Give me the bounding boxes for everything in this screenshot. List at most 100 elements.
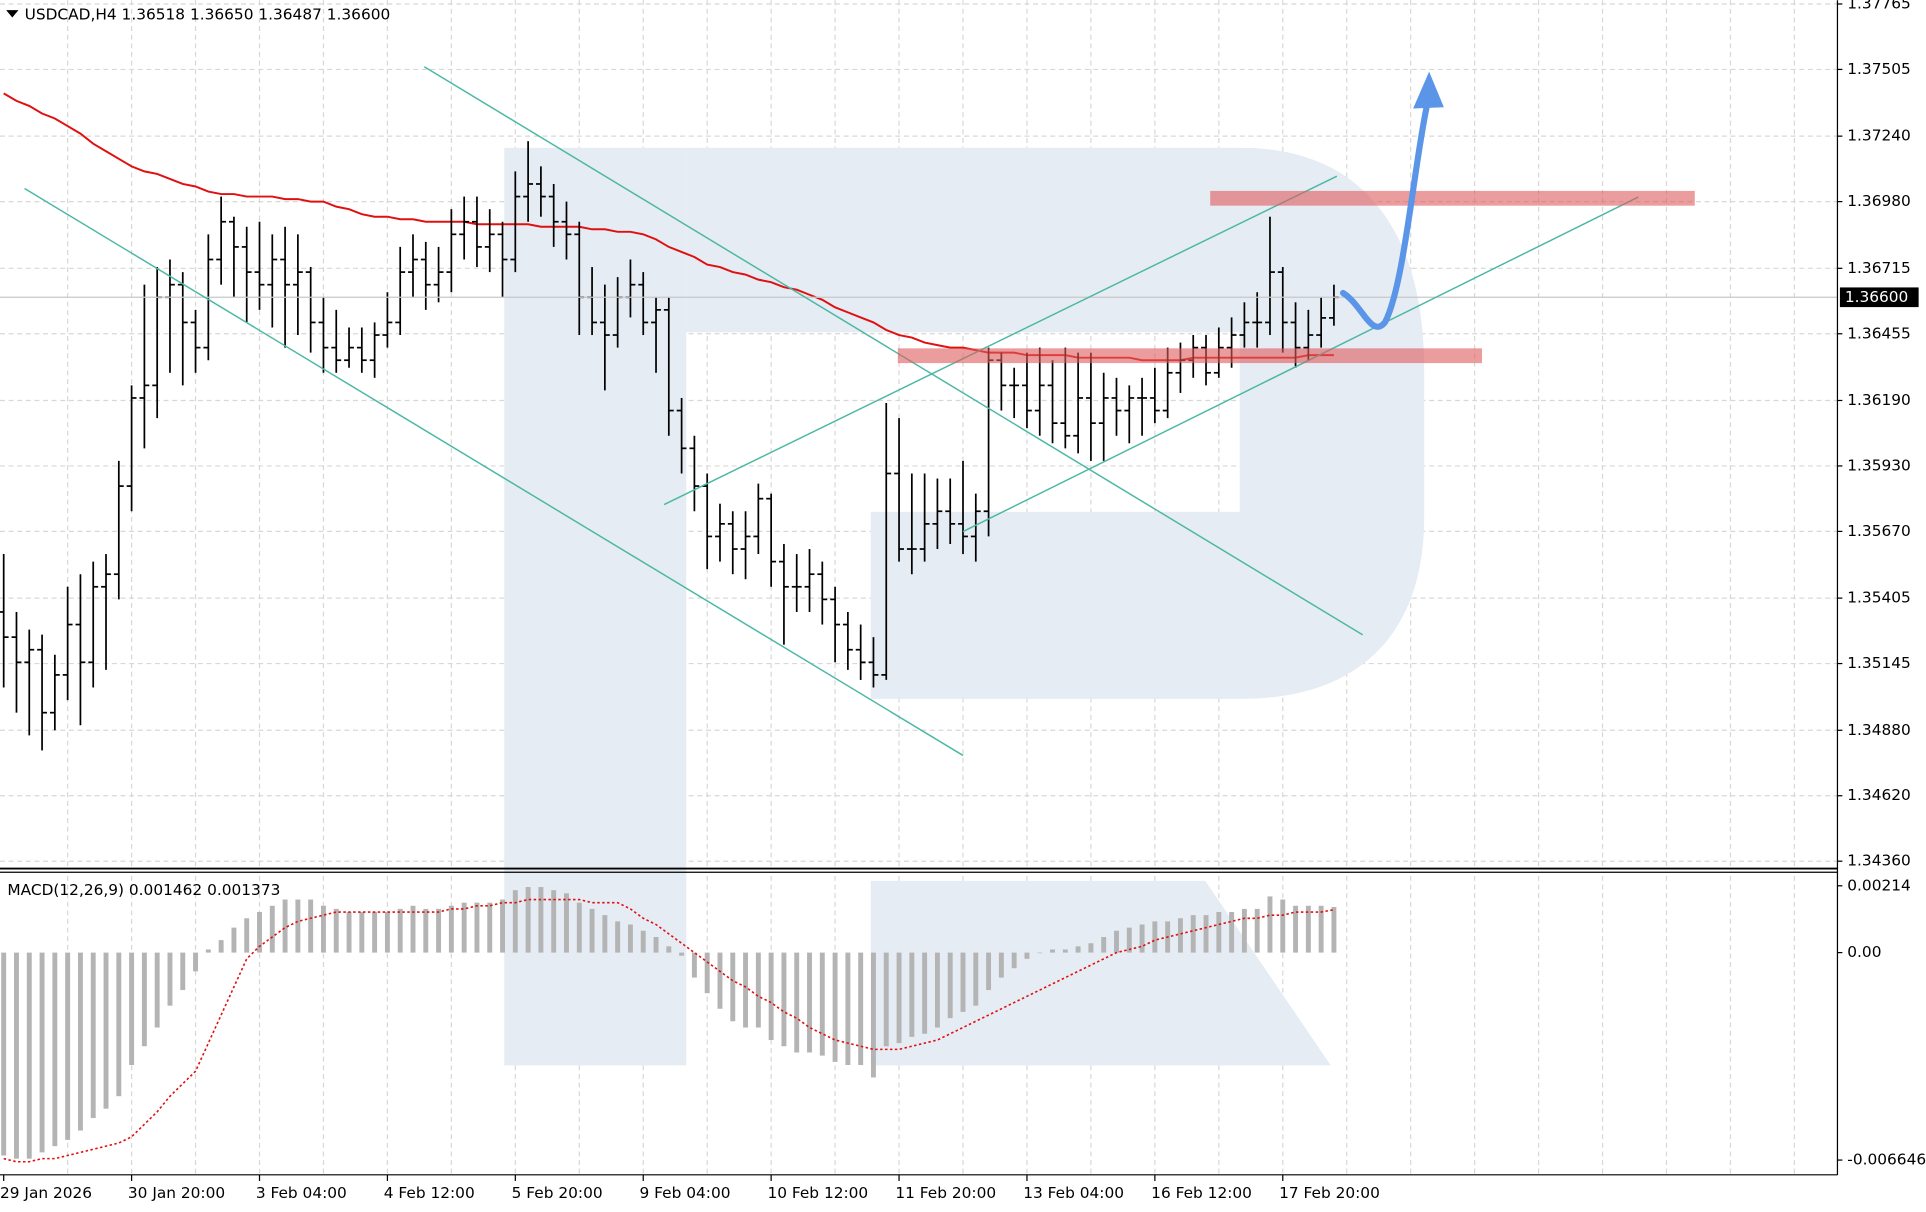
chart-title: USDCAD,H4 1.36518 1.36650 1.36487 1.3660…: [25, 6, 391, 24]
forecast-arrow: [1339, 98, 1431, 330]
trend-line: [423, 66, 1364, 636]
y-tick-label: 0.00214: [1847, 876, 1911, 894]
macd-bar: [1254, 908, 1260, 953]
macd-bar: [525, 887, 531, 953]
macd-bar: [551, 890, 557, 953]
y-tick-label: 1.36715: [1847, 259, 1911, 277]
macd-bar: [359, 912, 365, 953]
x-tick-label: 5 Feb 20:00: [512, 1184, 603, 1202]
macd-bar: [666, 946, 672, 953]
macd-bar: [333, 908, 339, 953]
x-tick-label: 16 Feb 12:00: [1151, 1184, 1252, 1202]
macd-bar: [116, 952, 122, 1097]
macd-bar: [410, 905, 416, 953]
macd-bar: [193, 952, 199, 972]
macd-bar: [934, 952, 940, 1028]
macd-bar: [384, 912, 390, 953]
macd-bar: [653, 936, 659, 953]
macd-bar: [691, 952, 697, 978]
macd-bar: [1126, 927, 1132, 953]
macd-bar: [1216, 912, 1222, 953]
macd-bar: [295, 899, 301, 953]
macd-bar: [1190, 915, 1196, 953]
macd-bar: [461, 902, 467, 953]
x-tick-label: 11 Feb 20:00: [895, 1184, 996, 1202]
y-tick-label: 1.36980: [1847, 192, 1911, 210]
symbol-menu-icon[interactable]: [6, 10, 19, 18]
watermark-leg: [870, 880, 1331, 1066]
macd-bar: [1075, 946, 1081, 953]
macd-bar: [704, 952, 710, 994]
macd-bar: [794, 952, 800, 1053]
y-tick-label: 1.36190: [1847, 391, 1911, 409]
signal-line: [3, 898, 1335, 1163]
annotations: [24, 66, 1695, 757]
macd-bar: [103, 952, 109, 1109]
x-tick-label: 30 Jan 20:00: [128, 1184, 225, 1202]
macd-bar: [1011, 952, 1017, 969]
macd-bar: [960, 952, 966, 1012]
macd-bar: [346, 912, 352, 953]
macd-bar: [589, 908, 595, 953]
macd-bar: [1024, 952, 1030, 959]
macd-bar: [538, 887, 544, 953]
macd-panel: 0.00214 0.00 -0.006646: [1, 876, 1926, 1169]
y-tick-label: 1.37240: [1847, 127, 1911, 145]
macd-bar: [1152, 921, 1158, 953]
macd-bar: [77, 952, 83, 1131]
macd-bar: [129, 952, 135, 1065]
macd-bar: [679, 952, 685, 956]
x-tick-label: 10 Feb 12:00: [767, 1184, 868, 1202]
y-tick-label: 1.36455: [1847, 324, 1911, 342]
macd-bar: [180, 952, 186, 991]
x-tick-label: 13 Feb 04:00: [1023, 1184, 1124, 1202]
x-tick-label: 3 Feb 04:00: [256, 1184, 347, 1202]
macd-bar: [500, 899, 505, 953]
macd-bar: [909, 952, 915, 1037]
macd-bar: [205, 949, 211, 953]
macd-bar: [90, 952, 96, 1119]
macd-bar: [883, 952, 889, 1047]
macd-bar: [39, 952, 45, 1153]
macd-bar: [947, 952, 953, 1019]
macd-bar: [896, 952, 902, 1044]
macd-bar: [627, 924, 633, 953]
macd-bar: [564, 893, 569, 953]
macd-bar: [1203, 915, 1209, 953]
macd-bar: [730, 952, 736, 1022]
y-tick-label: 1.34880: [1847, 721, 1911, 739]
macd-bar: [845, 952, 851, 1065]
macd-bar: [244, 918, 250, 953]
macd-bar: [807, 952, 812, 1053]
macd-bar: [1050, 949, 1055, 953]
y-tick-label: 1.35145: [1847, 654, 1911, 672]
macd-bar: [576, 902, 582, 953]
y-tick-label: -0.006646: [1847, 1151, 1926, 1169]
macd-bar: [1229, 912, 1235, 953]
macd-bar: [1088, 943, 1094, 953]
macd-bar: [436, 908, 442, 953]
macd-bar: [755, 952, 761, 1028]
macd-bar: [1101, 936, 1107, 953]
macd-bar: [1114, 930, 1119, 953]
macd-bar: [986, 952, 992, 991]
macd-bar: [397, 908, 403, 953]
macd-bar: [768, 952, 774, 1041]
macd-bar: [26, 952, 32, 1159]
macd-bar: [1331, 906, 1337, 953]
macd-bar: [743, 952, 749, 1028]
macd-bar: [512, 890, 518, 953]
resistance-zone: [1210, 190, 1695, 206]
macd-bar: [1280, 899, 1286, 953]
macd-bar: [448, 905, 454, 953]
forecast-arrow-head: [1413, 71, 1444, 109]
y-tick-label: 1.37505: [1847, 60, 1911, 78]
y-tick-label: 0.00: [1847, 943, 1881, 961]
macd-bar: [269, 905, 275, 953]
macd-bar: [819, 952, 825, 1056]
macd-bar: [1241, 908, 1247, 953]
trend-line: [24, 187, 964, 757]
macd-bar: [487, 902, 493, 953]
macd-bar: [717, 952, 723, 1009]
